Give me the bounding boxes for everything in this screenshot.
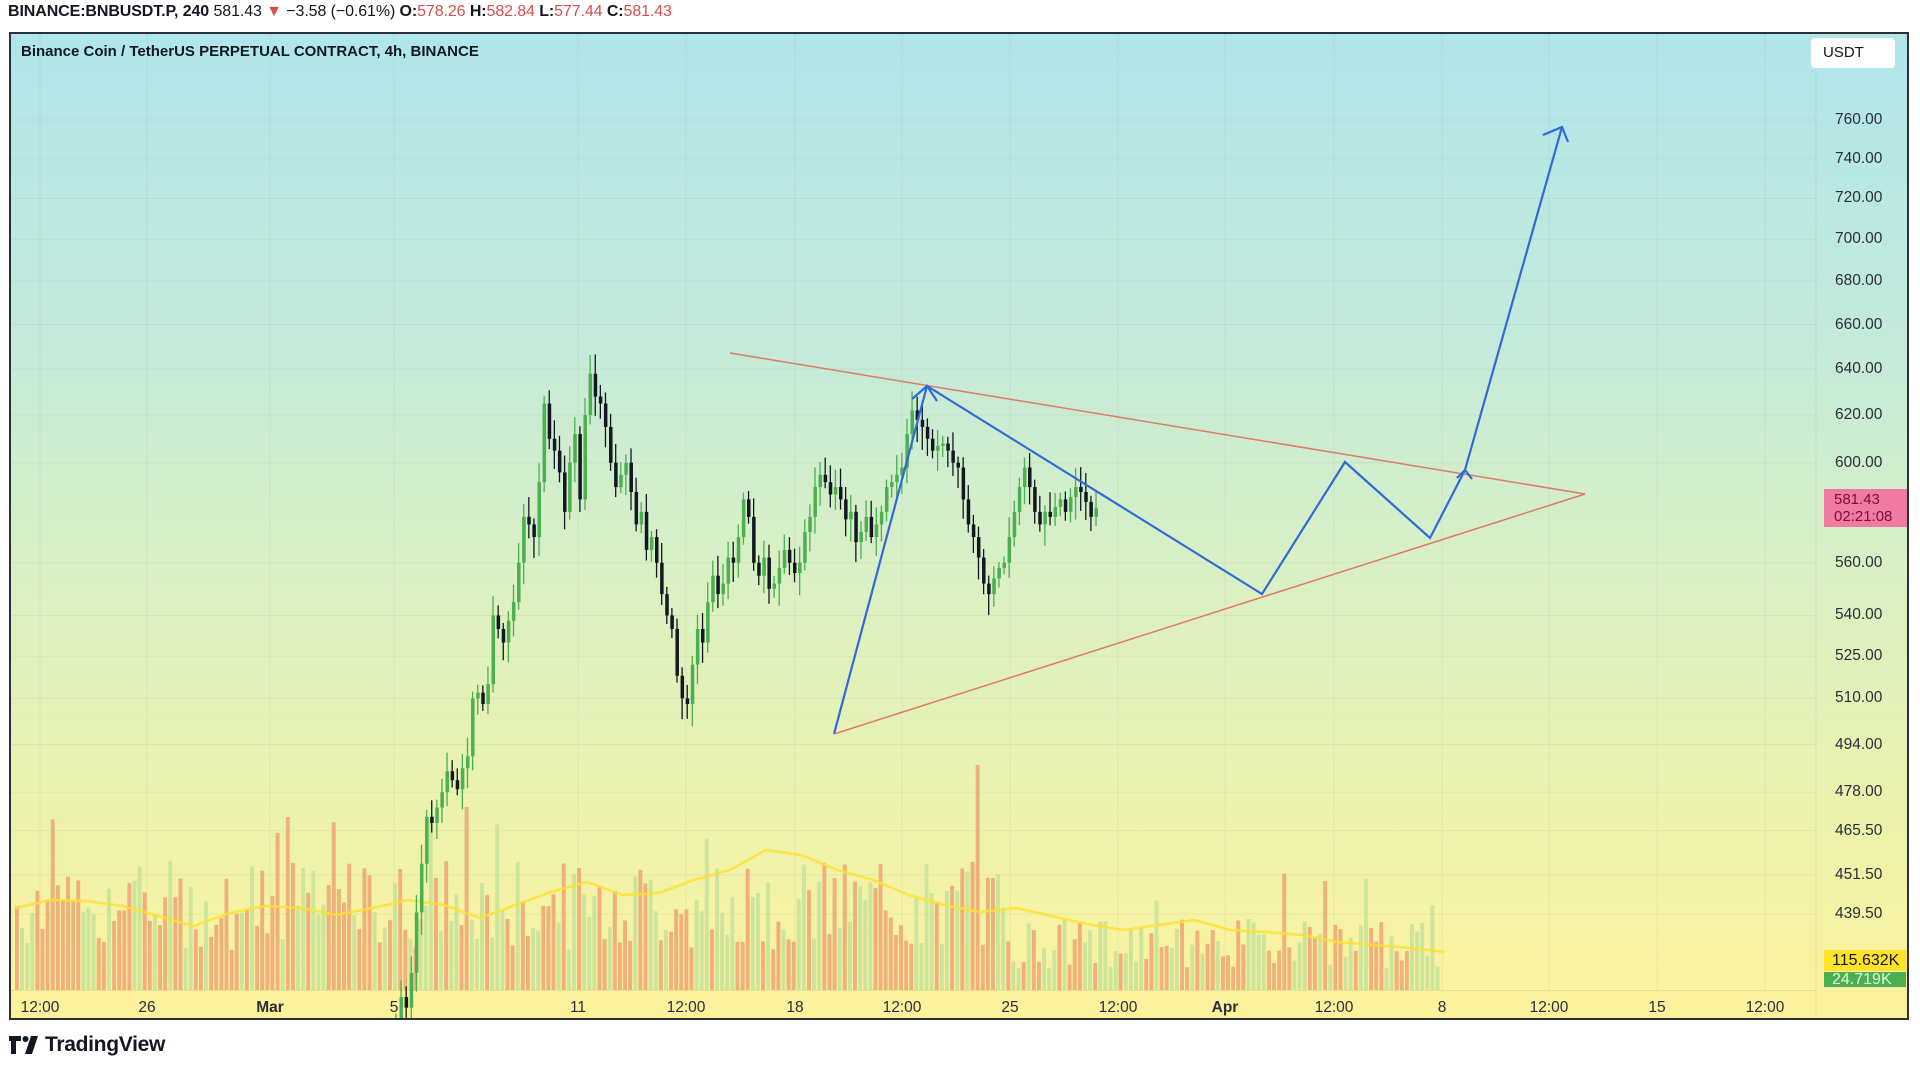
- tradingview-brand: TradingView: [45, 1033, 166, 1056]
- time-axis[interactable]: 12:00 26 Mar 5 11 12:00 18 12:00 25 12:00 Apr 12:00…: [11, 990, 1816, 1018]
- chart-pane[interactable]: Binance Coin / TetherUS PERPETUAL CONTRA…: [9, 32, 1909, 1020]
- volume-label: 24.719K: [1824, 972, 1906, 987]
- price-tick: 510.00: [1835, 689, 1883, 707]
- time-tick: 11: [569, 999, 587, 1016]
- time-tick: 12:00: [1745, 999, 1785, 1016]
- symbol-legend: BINANCE:BNBUSDT.P, 240 581.43 ▼ −3.58 (−…: [8, 3, 672, 21]
- close-value: 581.43: [623, 3, 672, 20]
- time-tick: 15: [1648, 999, 1666, 1016]
- last-price-label: 581.43 02:21:08: [1824, 489, 1907, 528]
- price-plot[interactable]: [11, 34, 1909, 1020]
- time-tick: 8: [1437, 999, 1447, 1016]
- price-tick: 680.00: [1835, 272, 1883, 290]
- time-tick: 12:00: [1314, 999, 1354, 1016]
- time-tick: Mar: [256, 999, 284, 1016]
- time-tick: 12:00: [1529, 999, 1569, 1016]
- price-tick: 540.00: [1835, 606, 1883, 624]
- volume-ma-label: 115.632K: [1824, 950, 1907, 971]
- price-tick: 760.00: [1835, 111, 1883, 128]
- close-label: C:: [606, 3, 624, 20]
- high-label: H:: [469, 3, 487, 20]
- price-axis[interactable]: 581.43 02:21:08 115.632K 24.719K 760.00 7…: [1816, 34, 1907, 990]
- time-tick: 12:00: [20, 999, 60, 1016]
- price-change: −3.58 (−0.61%): [286, 3, 396, 20]
- chart-title: Binance Coin / TetherUS PERPETUAL CONTRA…: [21, 43, 479, 60]
- price-tick: 720.00: [1835, 189, 1883, 207]
- currency-button[interactable]: USDT: [1811, 38, 1895, 68]
- price-tick: 525.00: [1835, 647, 1883, 665]
- low-value: 577.44: [554, 3, 603, 20]
- low-label: L:: [539, 3, 555, 20]
- time-tick: 18: [786, 999, 804, 1016]
- price-tick: 740.00: [1835, 149, 1883, 167]
- time-tick: 12:00: [1098, 999, 1138, 1016]
- price-tick: 700.00: [1835, 230, 1883, 248]
- price-tick: 478.00: [1835, 783, 1883, 801]
- symbol-name: BINANCE:BNBUSDT.P, 240: [8, 3, 210, 20]
- price-tick: 439.50: [1835, 905, 1883, 922]
- time-tick: 12:00: [882, 999, 922, 1016]
- high-value: 582.84: [486, 3, 535, 20]
- open-value: 578.26: [417, 3, 466, 20]
- tradingview-logo-icon: [9, 1036, 38, 1054]
- last-price-value: 581.43: [1834, 491, 1880, 509]
- bar-countdown: 02:21:08: [1834, 508, 1893, 526]
- price-tick: 660.00: [1835, 315, 1883, 333]
- time-tick: 25: [1001, 999, 1019, 1016]
- tradingview-logo[interactable]: TradingView: [9, 1033, 165, 1057]
- down-arrow-icon: ▼: [266, 3, 282, 20]
- price-tick: 600.00: [1835, 453, 1883, 471]
- price-tick: 560.00: [1835, 553, 1883, 571]
- time-tick: 12:00: [666, 999, 706, 1016]
- price-tick: 451.50: [1835, 865, 1883, 883]
- price-tick: 465.50: [1835, 821, 1883, 839]
- time-tick: 5: [389, 999, 399, 1016]
- open-label: O:: [399, 3, 418, 20]
- price-tick: 494.00: [1835, 735, 1883, 753]
- price-tick: 640.00: [1835, 360, 1883, 378]
- time-tick: 26: [138, 999, 156, 1016]
- time-tick: Apr: [1211, 999, 1239, 1016]
- price-tick: 620.00: [1835, 406, 1883, 424]
- last-price: 581.43: [213, 3, 262, 20]
